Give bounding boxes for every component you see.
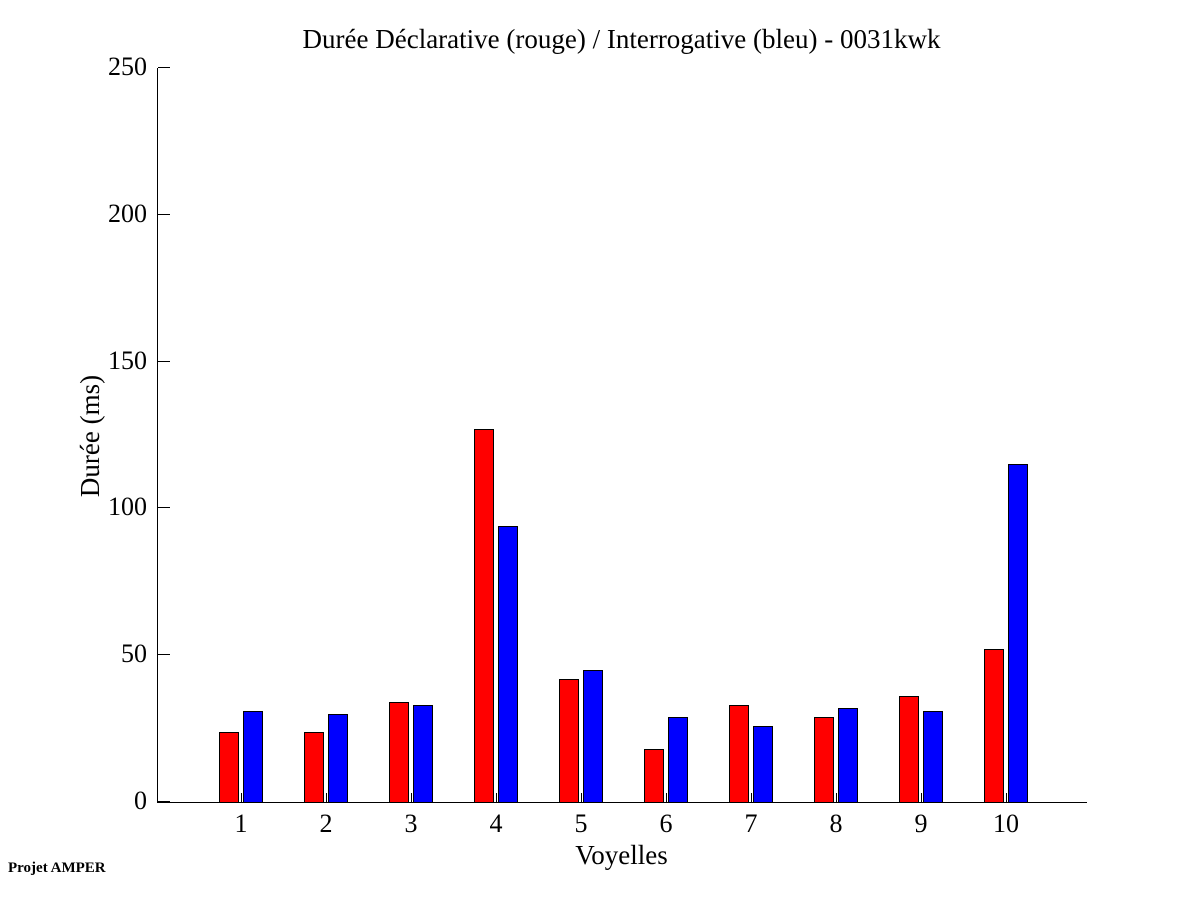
bar-déclarative-10 xyxy=(984,649,1004,802)
y-axis-tick xyxy=(158,214,170,215)
x-axis-tick-label: 4 xyxy=(489,809,503,838)
footer-project-label: Projet AMPER xyxy=(8,860,106,876)
x-axis-tick-label: 6 xyxy=(659,809,673,838)
y-axis-tick xyxy=(158,801,170,802)
bar-déclarative-3 xyxy=(389,702,409,802)
bar-interrogative-7 xyxy=(753,726,773,802)
x-axis-tick-label: 7 xyxy=(744,809,758,838)
bar-interrogative-2 xyxy=(328,714,348,802)
y-axis-tick-label: 50 xyxy=(121,639,147,668)
bar-déclarative-4 xyxy=(474,429,494,802)
x-axis-tick xyxy=(666,793,667,802)
bar-déclarative-7 xyxy=(729,705,749,802)
y-axis-tick-label: 250 xyxy=(108,52,147,81)
y-axis-tick-label: 100 xyxy=(108,492,147,521)
x-axis-tick xyxy=(241,793,242,802)
bar-déclarative-2 xyxy=(304,732,324,802)
x-axis-tick xyxy=(496,793,497,802)
bar-déclarative-5 xyxy=(559,679,579,802)
x-axis-tick xyxy=(836,793,837,802)
bar-interrogative-4 xyxy=(498,526,518,802)
x-axis-tick-label: 9 xyxy=(914,809,928,838)
bar-interrogative-3 xyxy=(413,705,433,802)
x-axis-tick-label: 2 xyxy=(319,809,333,838)
bar-interrogative-1 xyxy=(243,711,263,802)
x-axis-tick xyxy=(326,793,327,802)
y-axis-tick-label: 150 xyxy=(108,346,147,375)
x-axis-tick xyxy=(1006,793,1007,802)
y-axis-tick xyxy=(158,361,170,362)
bar-déclarative-8 xyxy=(814,717,834,802)
y-axis-tick xyxy=(158,507,170,508)
bar-interrogative-8 xyxy=(838,708,858,802)
bar-déclarative-1 xyxy=(219,732,239,802)
bar-interrogative-6 xyxy=(668,717,688,802)
x-axis-tick-label: 8 xyxy=(829,809,843,838)
x-axis-tick xyxy=(921,793,922,802)
bar-interrogative-5 xyxy=(583,670,603,802)
x-axis-tick-label: 3 xyxy=(404,809,418,838)
x-axis-tick xyxy=(751,793,752,802)
plot-area xyxy=(157,68,1087,803)
y-axis-tick xyxy=(158,67,170,68)
y-axis-tick-label: 0 xyxy=(134,786,147,815)
y-axis-label: Durée (ms) xyxy=(75,374,105,498)
x-axis-tick-label: 1 xyxy=(234,809,248,838)
y-axis-tick-label: 200 xyxy=(108,199,147,228)
x-axis-tick-label: 5 xyxy=(574,809,588,838)
chart-title: Durée Déclarative (rouge) / Interrogativ… xyxy=(302,24,941,54)
x-axis-tick xyxy=(581,793,582,802)
x-axis-tick xyxy=(411,793,412,802)
x-axis-tick-label: 10 xyxy=(993,809,1019,838)
bar-déclarative-6 xyxy=(644,749,664,802)
y-axis-tick xyxy=(158,654,170,655)
x-axis-label: Voyelles xyxy=(575,840,668,870)
bar-interrogative-9 xyxy=(923,711,943,802)
bar-interrogative-10 xyxy=(1008,464,1028,802)
bar-déclarative-9 xyxy=(899,696,919,802)
